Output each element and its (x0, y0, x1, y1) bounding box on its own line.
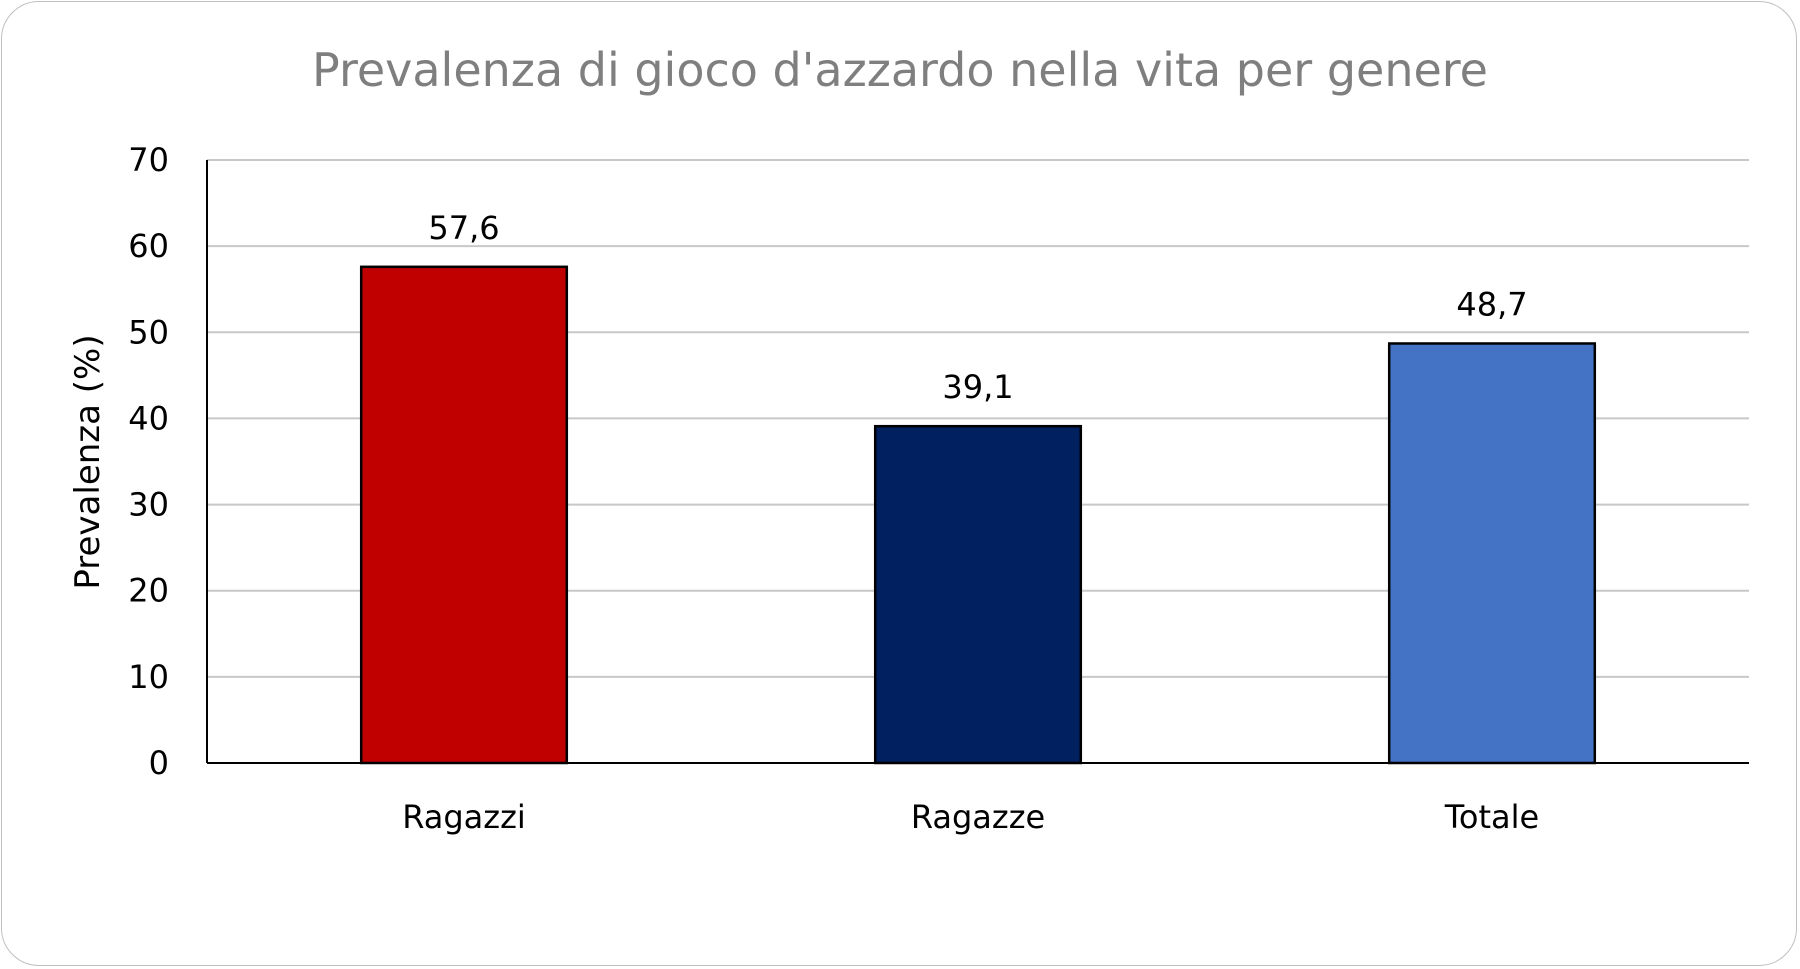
data-label-ragazzi: 57,6 (428, 209, 499, 247)
y-tick-label: 20 (128, 572, 169, 610)
chart-title: Prevalenza di gioco d'azzardo nella vita… (312, 43, 1488, 97)
y-axis-label: Prevalenza (%) (68, 334, 108, 589)
y-tick-label: 30 (128, 486, 169, 524)
bar-totale (1387, 342, 1597, 765)
y-tick-label: 60 (128, 227, 169, 265)
x-axis-categories: Ragazzi Ragazze Totale (402, 798, 1539, 836)
y-tick-label: 10 (128, 658, 169, 696)
data-label-ragazze: 39,1 (942, 368, 1013, 406)
bars (359, 265, 1597, 765)
y-axis-ticks: 0 10 20 30 40 50 60 70 (128, 141, 169, 782)
x-tick-label-ragazzi: Ragazzi (402, 798, 526, 836)
data-labels: 57,6 39,1 48,7 (428, 209, 1527, 406)
x-tick-label-ragazze: Ragazze (911, 798, 1045, 836)
y-tick-label: 40 (128, 399, 169, 437)
x-tick-label-totale: Totale (1444, 798, 1539, 836)
data-label-totale: 48,7 (1456, 285, 1527, 323)
y-tick-label: 70 (128, 141, 169, 179)
y-tick-label: 50 (128, 313, 169, 351)
y-tick-label: 0 (149, 744, 169, 782)
bar-ragazze (873, 424, 1083, 765)
bar-ragazzi (359, 265, 569, 765)
